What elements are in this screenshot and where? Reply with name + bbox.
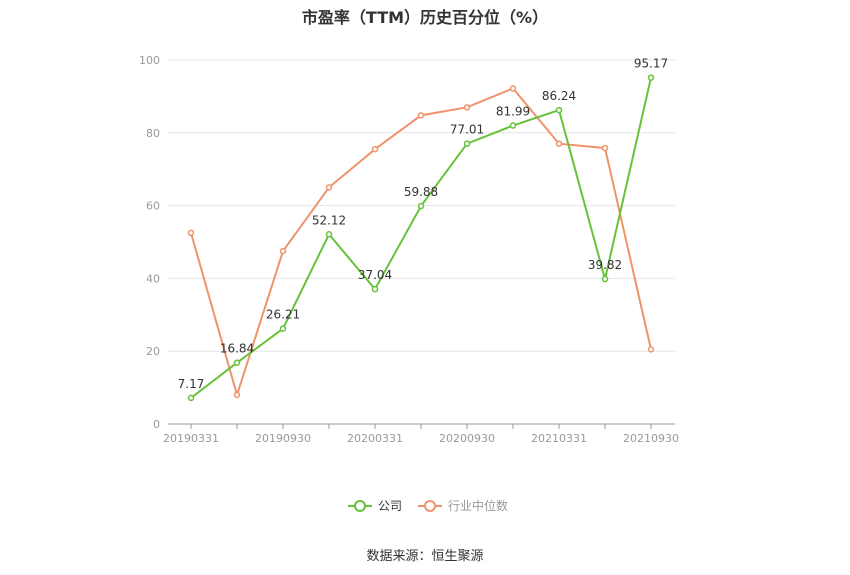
data-label: 7.17 xyxy=(178,377,205,391)
legend-marker xyxy=(424,500,436,512)
data-point[interactable] xyxy=(417,202,425,210)
x-tick-label: 20200331 xyxy=(347,432,403,445)
data-point[interactable] xyxy=(509,122,517,129)
data-point[interactable] xyxy=(233,359,241,366)
series-line-0 xyxy=(190,77,652,399)
legend-item-1[interactable]: 行业中位数 xyxy=(418,498,508,513)
data-point[interactable] xyxy=(279,325,287,332)
x-tick-label: 20190331 xyxy=(163,432,219,445)
x-tick-label: 20210331 xyxy=(531,432,587,445)
data-label: 16.84 xyxy=(220,342,254,356)
data-label: 37.04 xyxy=(358,268,392,282)
y-tick-label: 0 xyxy=(153,418,160,431)
data-point[interactable] xyxy=(463,140,471,147)
data-point[interactable] xyxy=(647,346,655,353)
data-point[interactable] xyxy=(555,106,563,114)
series-line-1 xyxy=(190,87,652,399)
x-tick-label: 20200930 xyxy=(439,432,495,445)
data-point[interactable] xyxy=(601,275,609,283)
data-label: 52.12 xyxy=(312,213,346,227)
data-point[interactable] xyxy=(325,184,333,191)
y-axis: 0 20 40 60 80 100 xyxy=(139,54,160,431)
y-tick-label: 40 xyxy=(146,272,160,285)
series-layer xyxy=(187,74,655,402)
data-point[interactable] xyxy=(371,285,379,293)
data-label: 86.24 xyxy=(542,89,576,103)
data-point[interactable] xyxy=(279,247,287,255)
y-tick-label: 20 xyxy=(146,345,160,358)
data-label: 77.01 xyxy=(450,123,484,137)
legend-label: 行业中位数 xyxy=(448,498,508,513)
y-tick-label: 80 xyxy=(146,127,160,140)
y-tick-label: 100 xyxy=(139,54,160,67)
data-label: 39.82 xyxy=(588,258,622,272)
data-label: 59.88 xyxy=(404,185,438,199)
x-tick-label: 20210930 xyxy=(623,432,679,445)
legend-item-0[interactable]: 公司 xyxy=(348,499,402,513)
data-point[interactable] xyxy=(325,231,333,238)
data-point[interactable] xyxy=(555,140,563,147)
data-point[interactable] xyxy=(187,394,195,402)
data-label: 81.99 xyxy=(496,105,530,119)
data-labels: 7.17 16.84 26.21 52.12 37.04 59.88 77.01 81.99 8… xyxy=(178,57,669,391)
data-label: 26.21 xyxy=(266,308,300,322)
data-point[interactable] xyxy=(601,144,609,152)
chart-title: 市盈率（TTM）历史百分位（%） xyxy=(301,8,549,27)
data-point[interactable] xyxy=(417,112,425,119)
data-point[interactable] xyxy=(371,145,379,153)
data-point[interactable] xyxy=(463,104,471,111)
data-source: 数据来源：恒生聚源 xyxy=(366,549,484,564)
data-point[interactable] xyxy=(187,229,195,237)
data-point[interactable] xyxy=(509,85,517,92)
x-axis: 20190331 20190930 20200331 20200930 20210331… xyxy=(163,423,679,445)
x-tick-label: 20190930 xyxy=(255,432,311,445)
data-point[interactable] xyxy=(647,74,655,81)
data-point[interactable] xyxy=(233,391,241,399)
legend[interactable]: 公司 行业中位数 xyxy=(348,498,508,513)
legend-label: 公司 xyxy=(378,499,402,513)
legend-marker xyxy=(354,500,366,512)
data-label: 95.17 xyxy=(634,57,668,71)
y-tick-label: 60 xyxy=(146,200,160,213)
